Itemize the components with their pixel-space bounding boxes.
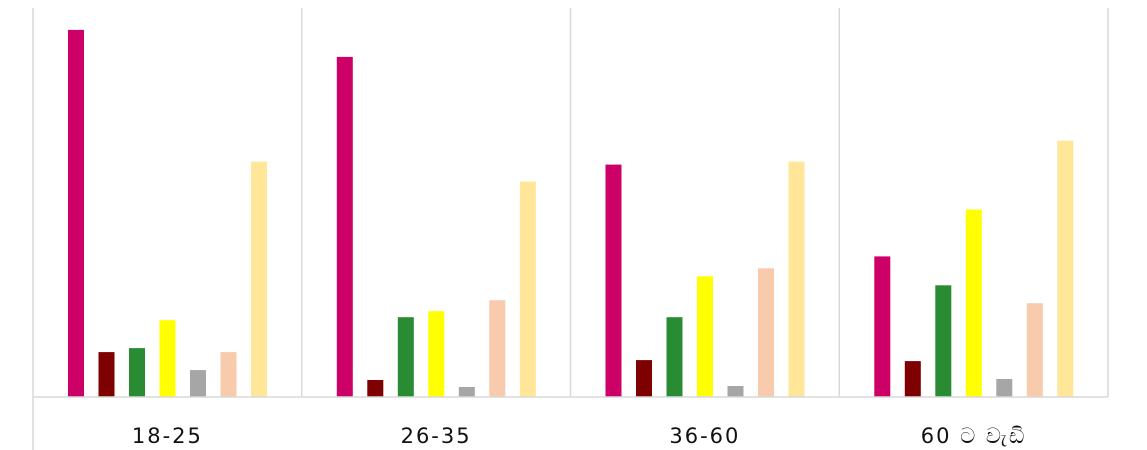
- bar-series-3-18-25: [129, 348, 145, 397]
- bar-series-6-26-35: [489, 300, 506, 397]
- bar-series-2-26-35: [367, 380, 384, 397]
- bar-series-2-60-ට-වැඩි: [904, 361, 921, 397]
- bars: [68, 29, 1074, 398]
- bar-series-3-26-35: [397, 317, 414, 397]
- bar-series-1-36-60: [605, 164, 622, 397]
- bar-series-5-36-60: [727, 386, 744, 397]
- bar-series-7-60-ට-වැඩි: [1057, 140, 1074, 397]
- bar-series-1-26-35: [336, 56, 353, 398]
- x-tick-label: 26-35: [401, 424, 472, 448]
- bar-series-3-60-ට-වැඩි: [935, 285, 952, 397]
- bar-series-4-26-35: [428, 311, 445, 397]
- x-tick-label: 60 ට වැඩි: [921, 424, 1027, 448]
- x-tick-label: 18-25: [132, 424, 203, 448]
- bar-series-7-36-60: [788, 161, 805, 397]
- bar-series-6-18-25: [220, 352, 237, 397]
- bar-series-7-18-25: [251, 161, 267, 397]
- bar-series-5-26-35: [458, 387, 475, 397]
- bar-series-6-36-60: [758, 268, 774, 397]
- bar-series-1-18-25: [68, 29, 84, 398]
- bar-series-5-60-ට-වැඩි: [996, 379, 1013, 397]
- bar-series-5-18-25: [190, 370, 206, 397]
- bar-series-6-60-ට-වැඩි: [1026, 303, 1043, 397]
- x-axis-tick-labels: 18-25 26-35 36-60 60 ට වැඩි: [132, 424, 1027, 448]
- bar-series-4-60-ට-වැඩි: [965, 209, 982, 397]
- bar-series-3-36-60: [666, 317, 683, 397]
- bar-series-7-26-35: [519, 181, 536, 397]
- x-tick-label: 36-60: [669, 424, 740, 448]
- bar-series-2-36-60: [636, 360, 652, 397]
- bar-series-1-60-ට-වැඩි: [874, 256, 891, 397]
- bar-series-2-18-25: [98, 352, 115, 397]
- bar-series-4-18-25: [159, 320, 176, 397]
- bar-series-4-36-60: [697, 276, 713, 397]
- grid-lines: [32, 8, 1109, 450]
